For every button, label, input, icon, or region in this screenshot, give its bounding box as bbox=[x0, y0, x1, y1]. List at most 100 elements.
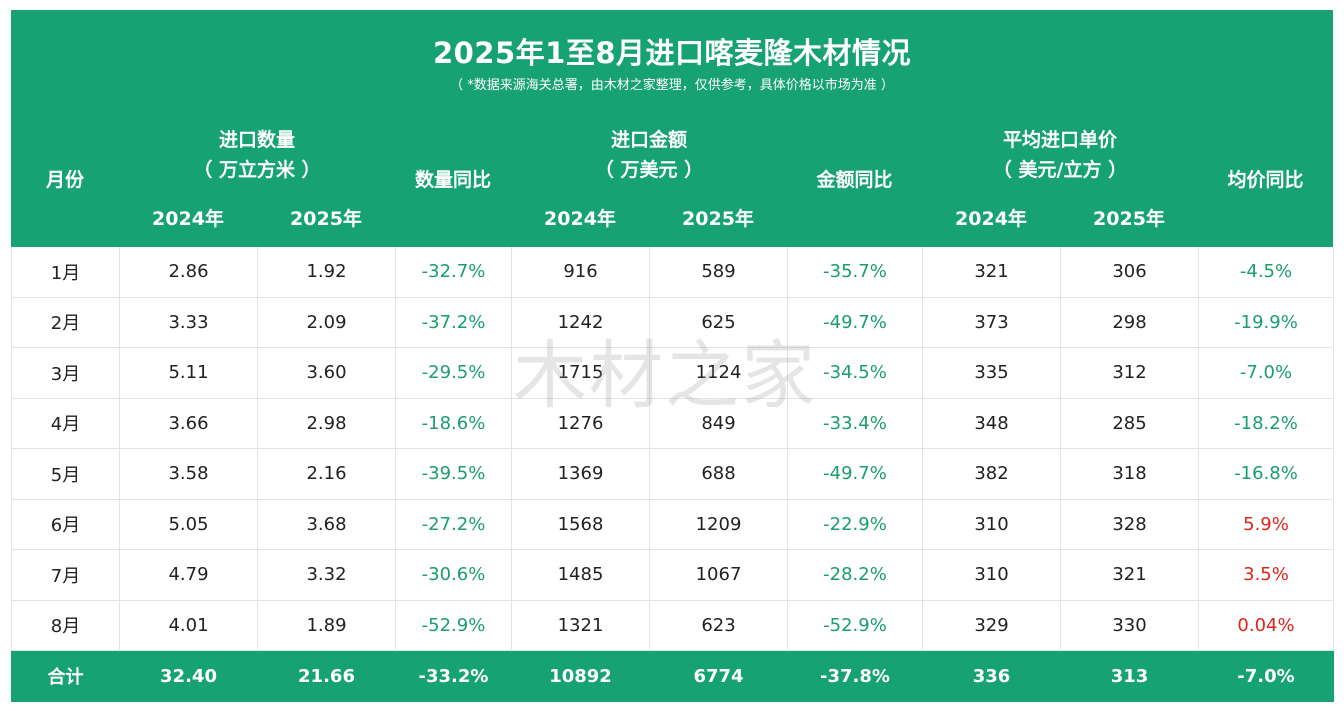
cell-py: 0.04% bbox=[1198, 600, 1334, 651]
cell-a24: 1715 bbox=[511, 347, 650, 399]
header-price-unit: （ 美元/立方 ） bbox=[992, 159, 1128, 181]
cell-month: 6月 bbox=[11, 499, 120, 550]
cell-qy: -18.6% bbox=[395, 398, 512, 449]
cell-qy: -52.9% bbox=[395, 600, 512, 651]
cell-p25: 328 bbox=[1060, 499, 1199, 550]
total-row: 合计 32.40 21.66 -33.2% 10892 6774 -37.8% 336 313-… bbox=[11, 650, 1334, 702]
cell-a25: 6774 bbox=[649, 650, 788, 702]
cell-q24: 4.79 bbox=[119, 549, 258, 601]
header-qty-2024: 2024年 bbox=[152, 208, 224, 230]
cell-q24: 5.11 bbox=[119, 347, 258, 399]
cell-month: 5月 bbox=[11, 448, 120, 500]
cell-q25: 3.32 bbox=[257, 549, 396, 601]
cell-qy: -39.5% bbox=[395, 448, 512, 500]
cell-q25: 2.16 bbox=[257, 448, 396, 500]
cell-a25: 688 bbox=[649, 448, 788, 500]
cell-a25: 623 bbox=[649, 600, 788, 651]
cell-month: 1月 bbox=[11, 247, 120, 298]
cell-month: 2月 bbox=[11, 297, 120, 348]
header-qty-unit: （ 万立方米 ） bbox=[193, 159, 321, 181]
header-amt-2025: 2025年 bbox=[682, 208, 754, 230]
cell-p25: 306 bbox=[1060, 247, 1199, 298]
header-amt-2024: 2024年 bbox=[544, 208, 616, 230]
cell-a24: 10892 bbox=[511, 650, 650, 702]
table-row: 3月 5.11 3.60 -29.5% 1715 1124 -34.5% 335 312 -7.0… bbox=[11, 347, 1334, 399]
header-qty-yoy: 数量同比 bbox=[414, 169, 491, 191]
header-price-2024: 2024年 bbox=[955, 208, 1027, 230]
cell-q25: 1.89 bbox=[257, 600, 396, 651]
header-price-title: 平均进口单价 bbox=[1002, 129, 1117, 151]
report-title: 2025年1至8月进口喀麦隆木材情况 bbox=[432, 36, 912, 70]
header-qty-title: 进口数量 bbox=[218, 129, 295, 151]
cell-a25: 1209 bbox=[649, 499, 788, 550]
cell-q24: 5.05 bbox=[119, 499, 258, 550]
cell-q24: 2.86 bbox=[119, 247, 258, 298]
cell-p24: 336 bbox=[922, 650, 1061, 702]
report-frame: 2025年1至8月进口喀麦隆木材情况 （ *数据来源海关总署，由木材之家整理，仅… bbox=[11, 10, 1334, 702]
cell-py: -7.0% bbox=[1198, 650, 1334, 702]
cell-py: 3.5% bbox=[1198, 549, 1334, 601]
cell-a24: 1369 bbox=[511, 448, 650, 500]
cell-p25: 318 bbox=[1060, 448, 1199, 500]
cell-p25: 285 bbox=[1060, 398, 1199, 449]
cell-a24: 1276 bbox=[511, 398, 650, 449]
cell-ay: -33.4% bbox=[787, 398, 923, 449]
cell-p24: 310 bbox=[922, 549, 1061, 601]
header-price-yoy: 均价同比 bbox=[1227, 169, 1304, 191]
cell-p24: 348 bbox=[922, 398, 1061, 449]
table-row: 6月 5.05 3.68 -27.2% 1568 1209 -22.9% 310 328 5.9% bbox=[11, 499, 1334, 550]
cell-qy: -32.7% bbox=[395, 247, 512, 298]
cell-q25: 3.68 bbox=[257, 499, 396, 550]
cell-a25: 625 bbox=[649, 297, 788, 348]
cell-a25: 1124 bbox=[649, 347, 788, 399]
cell-p24: 373 bbox=[922, 297, 1061, 348]
header-month: 月份 bbox=[45, 169, 84, 191]
cell-p24: 382 bbox=[922, 448, 1061, 500]
cell-q24: 3.66 bbox=[119, 398, 258, 449]
table-row: 2月 3.33 2.09 -37.2% 1242 625 -49.7% 373 298 -19.9… bbox=[11, 297, 1334, 348]
cell-p24: 321 bbox=[922, 247, 1061, 298]
cell-a24: 916 bbox=[511, 247, 650, 298]
cell-ay: -34.5% bbox=[787, 347, 923, 399]
cell-qy: -37.2% bbox=[395, 297, 512, 348]
cell-ay: -49.7% bbox=[787, 448, 923, 500]
cell-ay: -49.7% bbox=[787, 297, 923, 348]
cell-qy: -29.5% bbox=[395, 347, 512, 399]
cell-q25: 2.09 bbox=[257, 297, 396, 348]
cell-q24: 3.58 bbox=[119, 448, 258, 500]
cell-py: -4.5% bbox=[1198, 247, 1334, 298]
cell-ay: -22.9% bbox=[787, 499, 923, 550]
table-row: 8月 4.01 1.89 -52.9% 1321 623 -52.9% 329 330 0.04% bbox=[11, 600, 1334, 651]
cell-month: 7月 bbox=[11, 549, 120, 601]
cell-p25: 321 bbox=[1060, 549, 1199, 601]
cell-q24: 4.01 bbox=[119, 600, 258, 651]
cell-month: 8月 bbox=[11, 600, 120, 651]
cell-p24: 329 bbox=[922, 600, 1061, 651]
cell-ay: -28.2% bbox=[787, 549, 923, 601]
cell-month: 3月 bbox=[11, 347, 120, 399]
header-qty-2025: 2025年 bbox=[290, 208, 362, 230]
header-amt-title: 进口金额 bbox=[610, 129, 687, 151]
table-row: 7月 4.79 3.32 -30.6% 1485 1067 -28.2% 310 321 3.5% bbox=[11, 549, 1334, 601]
cell-py: -19.9% bbox=[1198, 297, 1334, 348]
cell-a25: 589 bbox=[649, 247, 788, 298]
table-row: 4月 3.66 2.98 -18.6% 1276 849 -33.4% 348 285 -18.2… bbox=[11, 398, 1334, 449]
cell-py: -7.0% bbox=[1198, 347, 1334, 399]
table-header: 2025年1至8月进口喀麦隆木材情况 （ *数据来源海关总署，由木材之家整理，仅… bbox=[11, 10, 1333, 247]
cell-p25: 312 bbox=[1060, 347, 1199, 399]
cell-p25: 298 bbox=[1060, 297, 1199, 348]
cell-q25: 2.98 bbox=[257, 398, 396, 449]
cell-p25: 330 bbox=[1060, 600, 1199, 651]
cell-q24: 3.33 bbox=[119, 297, 258, 348]
table-row: 5月 3.58 2.16 -39.5% 1369 688 -49.7% 382 318 -16.8… bbox=[11, 448, 1334, 500]
cell-a24: 1242 bbox=[511, 297, 650, 348]
cell-py: 5.9% bbox=[1198, 499, 1334, 550]
cell-ay: -35.7% bbox=[787, 247, 923, 298]
cell-qy: -27.2% bbox=[395, 499, 512, 550]
header-price-2025: 2025年 bbox=[1093, 208, 1165, 230]
header-amt-yoy: 金额同比 bbox=[816, 169, 893, 191]
cell-q25: 21.66 bbox=[257, 650, 396, 702]
cell-qy: -33.2% bbox=[395, 650, 512, 702]
cell-a24: 1321 bbox=[511, 600, 650, 651]
cell-q25: 3.60 bbox=[257, 347, 396, 399]
